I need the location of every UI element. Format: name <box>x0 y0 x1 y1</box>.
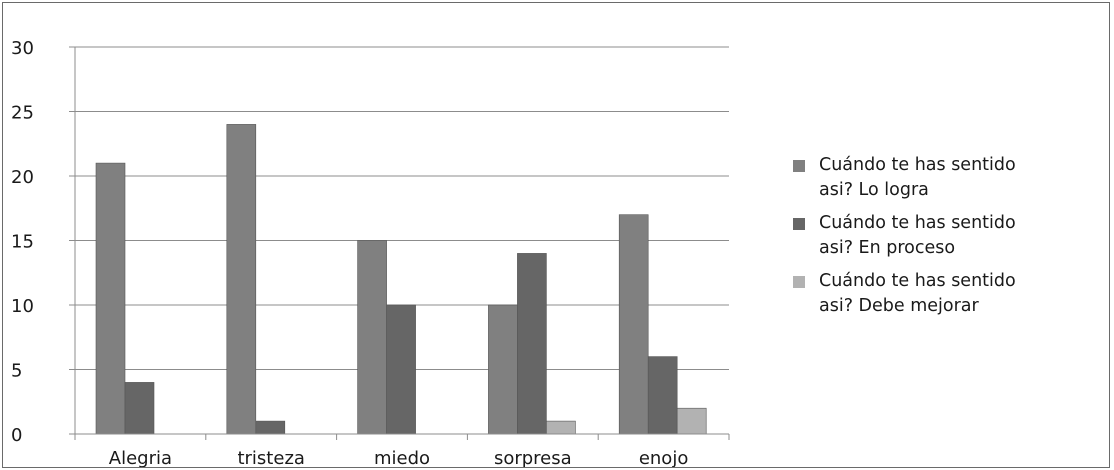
legend: Cuándo te has sentido asi? Lo logra Cuán… <box>793 153 1109 327</box>
bar-miedo-series-1 <box>357 240 387 435</box>
legend-swatch-debe-mejorar <box>793 276 805 288</box>
legend-label-line1: Cuándo te has sentido <box>819 155 1016 175</box>
x-tick-label: tristeza <box>237 448 304 468</box>
x-tick-label: enojo <box>639 448 689 468</box>
y-tick-label: 20 <box>11 167 34 188</box>
y-tick-label: 15 <box>11 232 34 253</box>
legend-label-line1: Cuándo te has sentido <box>819 213 1016 233</box>
tick-labels: 0 5 10 15 20 25 30 Alegria tristeza miedo sorpresa… <box>11 38 689 468</box>
bar-enojo-series-3 <box>676 407 707 435</box>
y-tick-label: 25 <box>11 103 34 124</box>
y-tick-label: 10 <box>11 296 34 317</box>
legend-label-line2: asi? Debe mejorar <box>819 296 979 316</box>
bar-enojo-series-2 <box>647 356 678 435</box>
bar-chart: 0 5 10 15 20 25 30 Alegria tristeza miedo sorpresa… <box>11 38 730 468</box>
legend-item-lo-logra: Cuándo te has sentido asi? Lo logra <box>793 153 1109 203</box>
bar-tristeza-series-2 <box>255 420 286 435</box>
axes <box>69 46 730 440</box>
legend-label-line1: Cuándo te has sentido <box>819 271 1016 291</box>
bars <box>95 124 707 435</box>
legend-item-en-proceso: Cuándo te has sentido asi? En proceso <box>793 211 1109 261</box>
y-tick-label: 5 <box>11 361 22 382</box>
legend-swatch-lo-logra <box>793 160 805 172</box>
legend-item-debe-mejorar: Cuándo te has sentido asi? Debe mejorar <box>793 269 1109 319</box>
bar-tristeza-series-1 <box>226 124 257 435</box>
x-tick-label: miedo <box>374 448 430 468</box>
legend-swatch-en-proceso <box>793 218 805 230</box>
bar-sorpresa-series-3 <box>546 420 576 435</box>
y-tick-label: 30 <box>11 38 34 59</box>
bar-sorpresa-series-1 <box>488 304 518 435</box>
bar-alegria-series-1 <box>95 162 126 435</box>
x-tick-label: sorpresa <box>494 448 572 468</box>
legend-label-line2: asi? Lo logra <box>819 180 929 200</box>
x-tick-label: Alegria <box>109 448 172 468</box>
bar-sorpresa-series-2 <box>517 253 547 435</box>
y-tick-label: 0 <box>11 425 22 446</box>
bar-enojo-series-1 <box>618 214 649 435</box>
legend-label-line2: asi? En proceso <box>819 238 956 258</box>
bar-miedo-series-2 <box>386 304 416 435</box>
bar-alegria-series-2 <box>124 382 155 435</box>
